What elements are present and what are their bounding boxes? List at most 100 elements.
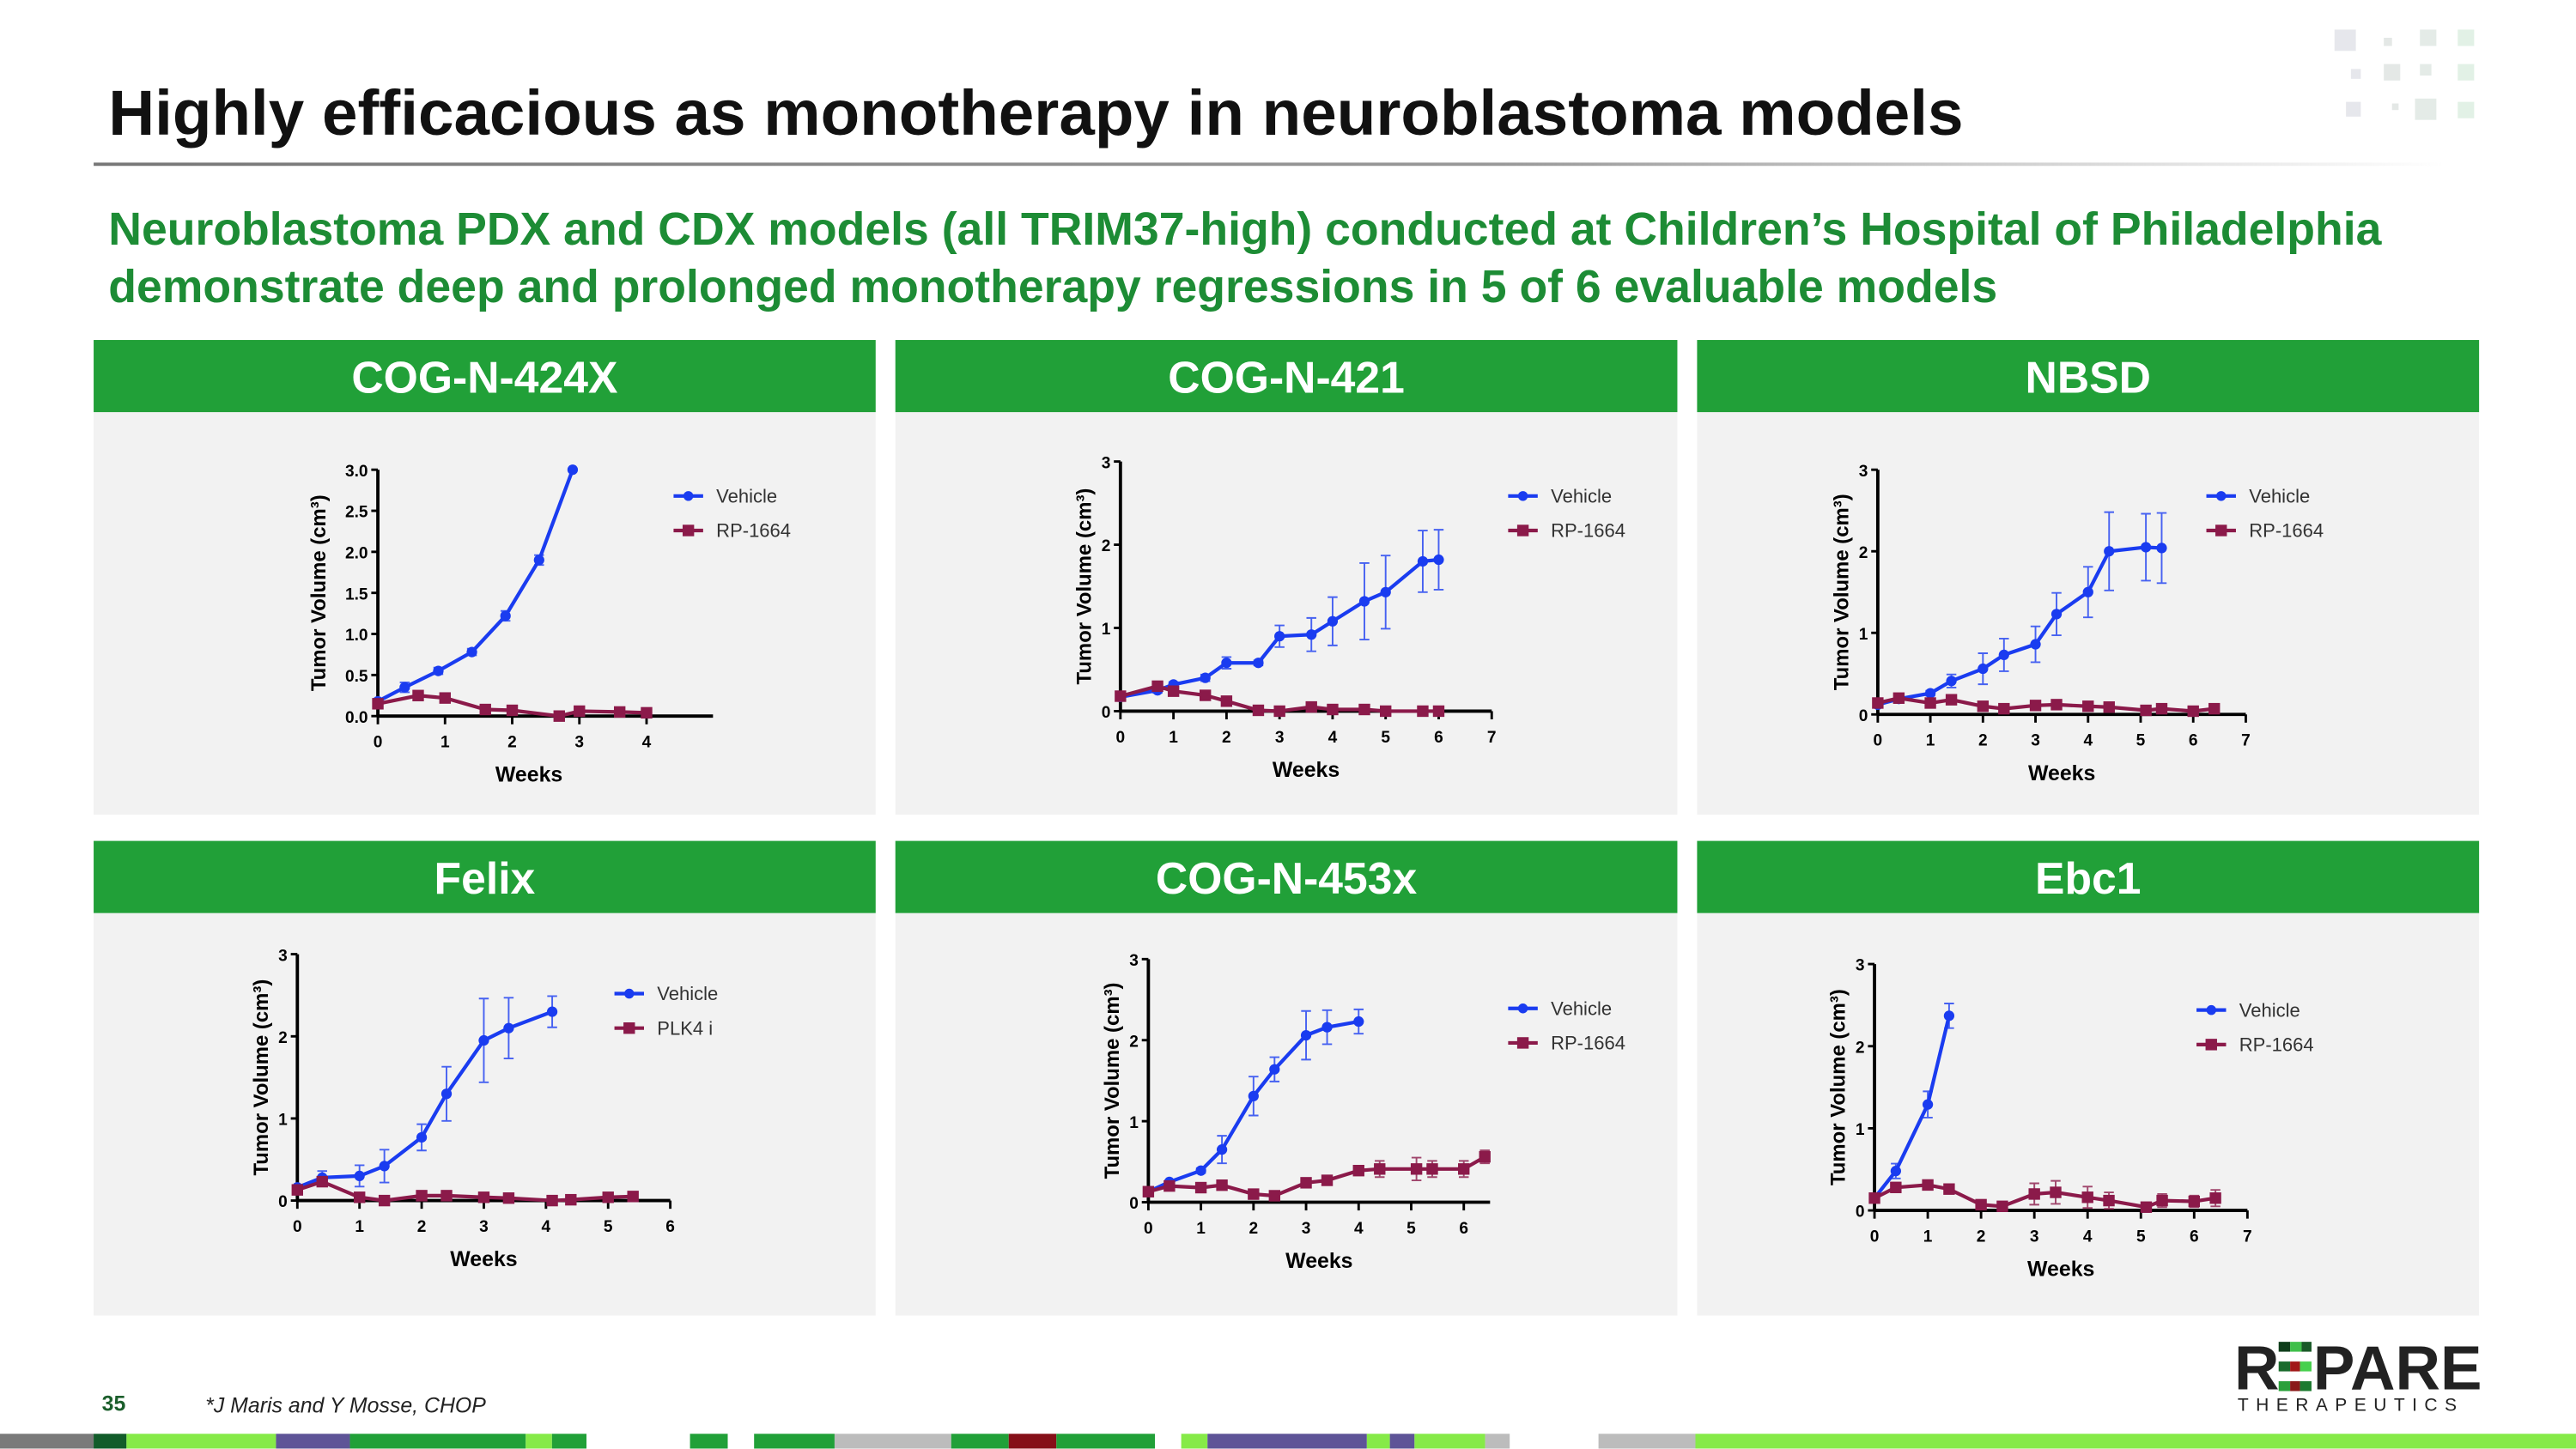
footer-color-bar bbox=[0, 1434, 2576, 1449]
data-point bbox=[1268, 1190, 1281, 1202]
footer-bar-segment bbox=[1389, 1434, 1415, 1449]
data-point bbox=[546, 1194, 558, 1207]
logo-tagline: THERAPEUTICS bbox=[2237, 1396, 2464, 1416]
x-tick-label: 1 bbox=[1196, 1220, 1206, 1238]
y-tick-label: 0.0 bbox=[345, 709, 368, 727]
data-point bbox=[1458, 1163, 1470, 1175]
data-point bbox=[466, 646, 477, 658]
data-point bbox=[1417, 555, 1429, 567]
footer-bar-segment bbox=[0, 1434, 94, 1449]
y-tick-label: 3 bbox=[278, 947, 288, 965]
x-tick-label: 4 bbox=[2083, 1228, 2093, 1246]
legend-label: RP-1664 bbox=[1551, 1033, 1625, 1054]
data-point bbox=[1996, 1200, 2008, 1212]
y-axis-label: Tumor Volume (cm³) bbox=[307, 494, 331, 691]
data-point bbox=[1924, 697, 1936, 709]
slide-title: Highly efficacious as monotherapy in neu… bbox=[108, 78, 1964, 150]
footer-bar-segment bbox=[1598, 1434, 1696, 1449]
data-point bbox=[502, 1192, 515, 1204]
line-chart: 0 1 2 3 0 1 2 3 4 5 6 Weeks Tumor Volume (cm³) Vehicl… bbox=[1101, 952, 1625, 1273]
data-point bbox=[1380, 705, 1392, 718]
line-chart: 0.0 0.5 1.0 1.5 2.0 2.5 3.0 0 1 2 3 4 Weeks Tumor Vol… bbox=[307, 463, 791, 787]
x-tick-label: 2 bbox=[1978, 732, 1988, 750]
y-axis-label: Tumor Volume (cm³) bbox=[1101, 982, 1124, 1179]
y-tick-label: 2 bbox=[278, 1029, 288, 1047]
slide-subtitle: Neuroblastoma PDX and CDX models (all TR… bbox=[108, 203, 2382, 312]
y-axis-label: Tumor Volume (cm³) bbox=[1830, 494, 1853, 690]
footer-bar-segment bbox=[1008, 1434, 1057, 1449]
data-point bbox=[412, 689, 424, 701]
y-tick-label: 1 bbox=[278, 1112, 288, 1130]
data-point bbox=[2050, 609, 2063, 620]
data-point bbox=[1115, 690, 1127, 702]
x-tick-label: 2 bbox=[417, 1218, 427, 1236]
data-point bbox=[1248, 1090, 1259, 1101]
legend-label: RP-1664 bbox=[2239, 1034, 2314, 1055]
data-point bbox=[533, 555, 544, 566]
x-tick-label: 6 bbox=[1434, 729, 1443, 747]
data-point bbox=[1975, 1198, 1987, 1211]
data-point bbox=[1352, 1165, 1364, 1177]
legend-label: RP-1664 bbox=[1551, 520, 1625, 542]
data-point bbox=[2156, 543, 2167, 554]
data-point bbox=[378, 1194, 391, 1207]
legend-label: Vehicle bbox=[716, 485, 777, 506]
data-point bbox=[1248, 1188, 1260, 1200]
data-point bbox=[416, 1131, 428, 1143]
data-point bbox=[2155, 702, 2168, 715]
line-chart: 0 1 2 3 0 1 2 3 4 5 6 7 Weeks Tumor Volume (cm³) Vehic… bbox=[1827, 957, 2314, 1282]
x-tick-label: 3 bbox=[1302, 1220, 1311, 1238]
data-point bbox=[2082, 586, 2093, 597]
x-tick-label: 1 bbox=[1923, 1228, 1933, 1246]
data-point bbox=[613, 706, 626, 718]
data-point bbox=[1327, 615, 1339, 627]
data-point bbox=[1300, 1029, 1312, 1041]
footnote: *J Maris and Y Mosse, CHOP bbox=[205, 1392, 486, 1418]
legend-label: Vehicle bbox=[657, 983, 718, 1004]
footer-bar-segment bbox=[1056, 1434, 1156, 1449]
data-point bbox=[353, 1191, 366, 1203]
data-point bbox=[354, 1170, 365, 1182]
y-tick-label: 2.5 bbox=[345, 504, 368, 522]
data-point bbox=[477, 1191, 490, 1203]
series-line-vehicle bbox=[377, 469, 574, 703]
x-tick-label: 1 bbox=[355, 1218, 364, 1236]
footer-bar-segment bbox=[526, 1434, 552, 1449]
data-point bbox=[1151, 680, 1163, 693]
x-axis-label: Weeks bbox=[450, 1247, 517, 1271]
legend-marker bbox=[2216, 491, 2227, 501]
data-point bbox=[1358, 596, 1370, 607]
svg-text:R: R bbox=[2234, 1334, 2280, 1399]
legend-marker bbox=[682, 524, 695, 537]
data-point bbox=[2187, 705, 2199, 718]
legend-marker bbox=[1517, 491, 1528, 501]
legend-marker bbox=[1516, 1037, 1529, 1049]
x-tick-label: 2 bbox=[1222, 729, 1231, 747]
data-point bbox=[2029, 700, 2042, 712]
y-tick-label: 0 bbox=[1856, 1203, 1865, 1222]
data-point bbox=[1410, 1163, 1423, 1175]
data-point bbox=[439, 692, 451, 704]
y-tick-label: 1 bbox=[1129, 1114, 1139, 1132]
data-point bbox=[1216, 1144, 1228, 1155]
x-tick-label: 2 bbox=[507, 734, 517, 752]
y-tick-label: 2 bbox=[1856, 1039, 1865, 1057]
x-tick-label: 7 bbox=[2241, 732, 2251, 750]
x-tick-label: 4 bbox=[1354, 1220, 1364, 1238]
data-point bbox=[291, 1184, 303, 1196]
data-point bbox=[399, 682, 410, 693]
decorative-squares-icon bbox=[2334, 29, 2475, 120]
series-line-treatment bbox=[296, 1179, 634, 1203]
x-axis-label: Weeks bbox=[1285, 1249, 1352, 1273]
data-point bbox=[316, 1175, 328, 1188]
legend-label: Vehicle bbox=[1551, 485, 1612, 506]
data-point bbox=[1274, 631, 1285, 642]
series-line-vehicle bbox=[1873, 1015, 1951, 1200]
y-tick-label: 3 bbox=[1859, 463, 1868, 481]
data-point bbox=[1922, 1179, 1934, 1191]
y-tick-label: 1.0 bbox=[345, 627, 368, 645]
y-tick-label: 2 bbox=[1129, 1033, 1139, 1051]
footer-bar-segment bbox=[1695, 1434, 2576, 1449]
data-point bbox=[1353, 1016, 1364, 1028]
data-point bbox=[2081, 1191, 2093, 1203]
